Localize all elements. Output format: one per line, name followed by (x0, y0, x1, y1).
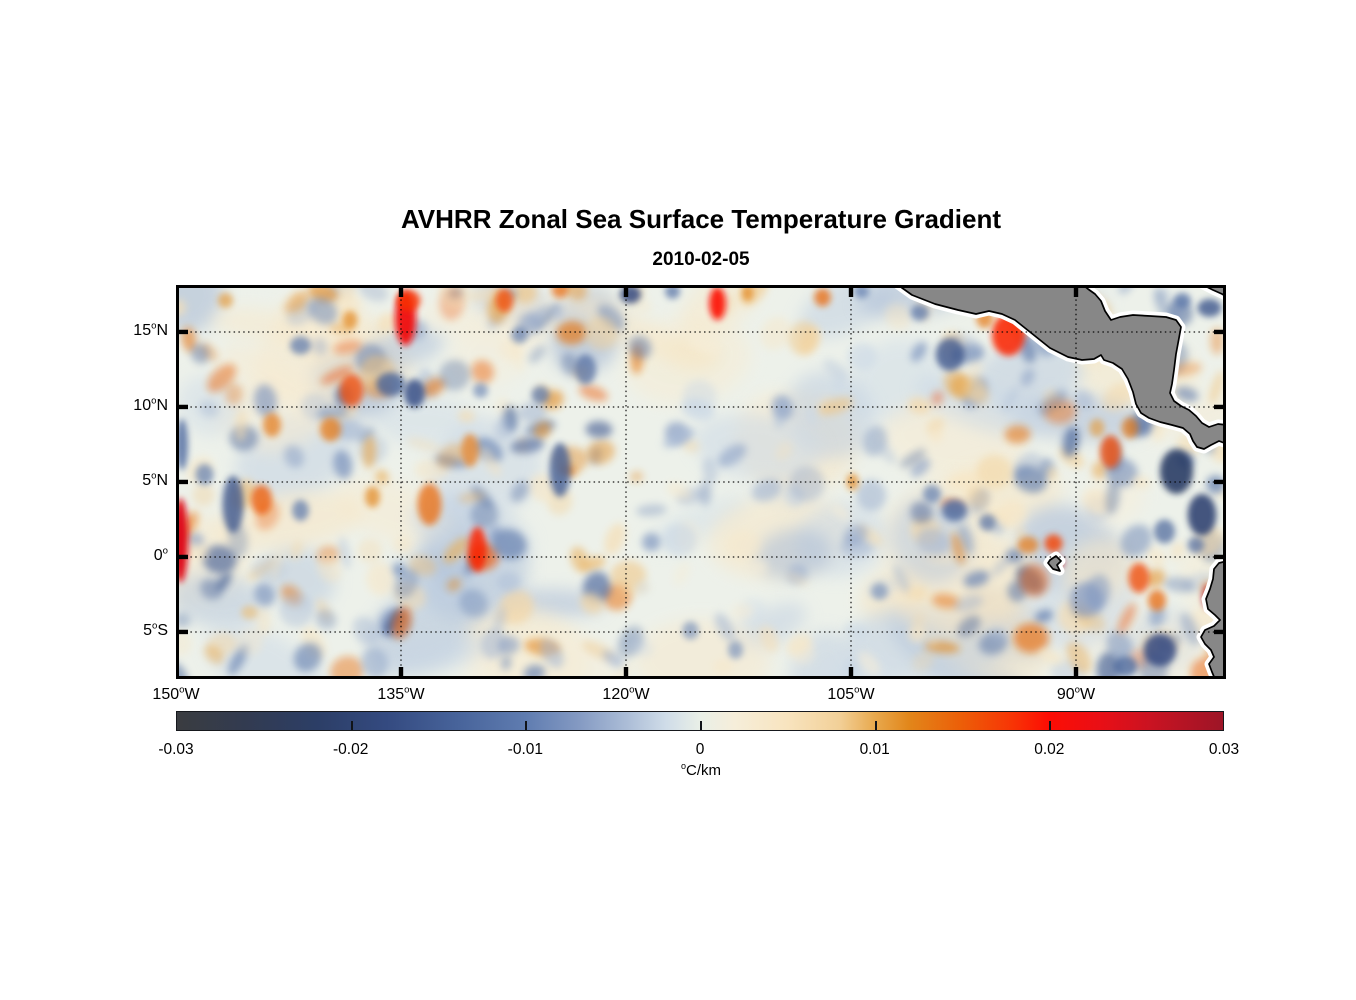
colorbar (176, 711, 1224, 731)
colorbar-label-0.01: 0.01 (859, 741, 890, 758)
colorbar-label-0.02: 0.02 (1034, 741, 1065, 758)
colorbar-label-0: 0 (695, 741, 705, 758)
x-tick-label-105W: 105oW (827, 684, 875, 703)
map-plot-area (176, 285, 1226, 679)
x-tick-label-135W: 135oW (377, 684, 425, 703)
chart-title: AVHRR Zonal Sea Surface Temperature Grad… (400, 204, 1002, 234)
y-tick-label-15N: 15oN (133, 320, 168, 339)
x-tick-label-150W: 150oW (152, 684, 200, 703)
colorbar-label-0.03: 0.03 (1208, 741, 1240, 758)
colorbar-label--0.02: -0.02 (332, 741, 369, 758)
chart-subtitle: 2010-02-05 (652, 249, 750, 270)
y-tick-label-5N: 5oN (142, 470, 168, 489)
y-tick-label-5S: 5oS (143, 620, 168, 639)
x-tick-label-90W: 90oW (1056, 684, 1096, 703)
y-tick-label-10N: 10oN (133, 395, 168, 414)
map-canvas (176, 285, 1226, 679)
colorbar-label--0.01: -0.01 (507, 741, 543, 758)
colorbar-tick (1049, 721, 1052, 730)
colorbar-tick (525, 721, 528, 730)
colorbar-tick (700, 721, 702, 730)
colorbar-label--0.03: -0.03 (158, 741, 194, 758)
y-tick-label-0deg: 0o (153, 545, 168, 564)
colorbar-tick (350, 721, 353, 730)
colorbar-tick (874, 721, 877, 730)
x-tick-label-120W: 120oW (602, 684, 650, 703)
colorbar-unit-label: oC/km (680, 761, 721, 780)
plot-border (176, 285, 1226, 679)
